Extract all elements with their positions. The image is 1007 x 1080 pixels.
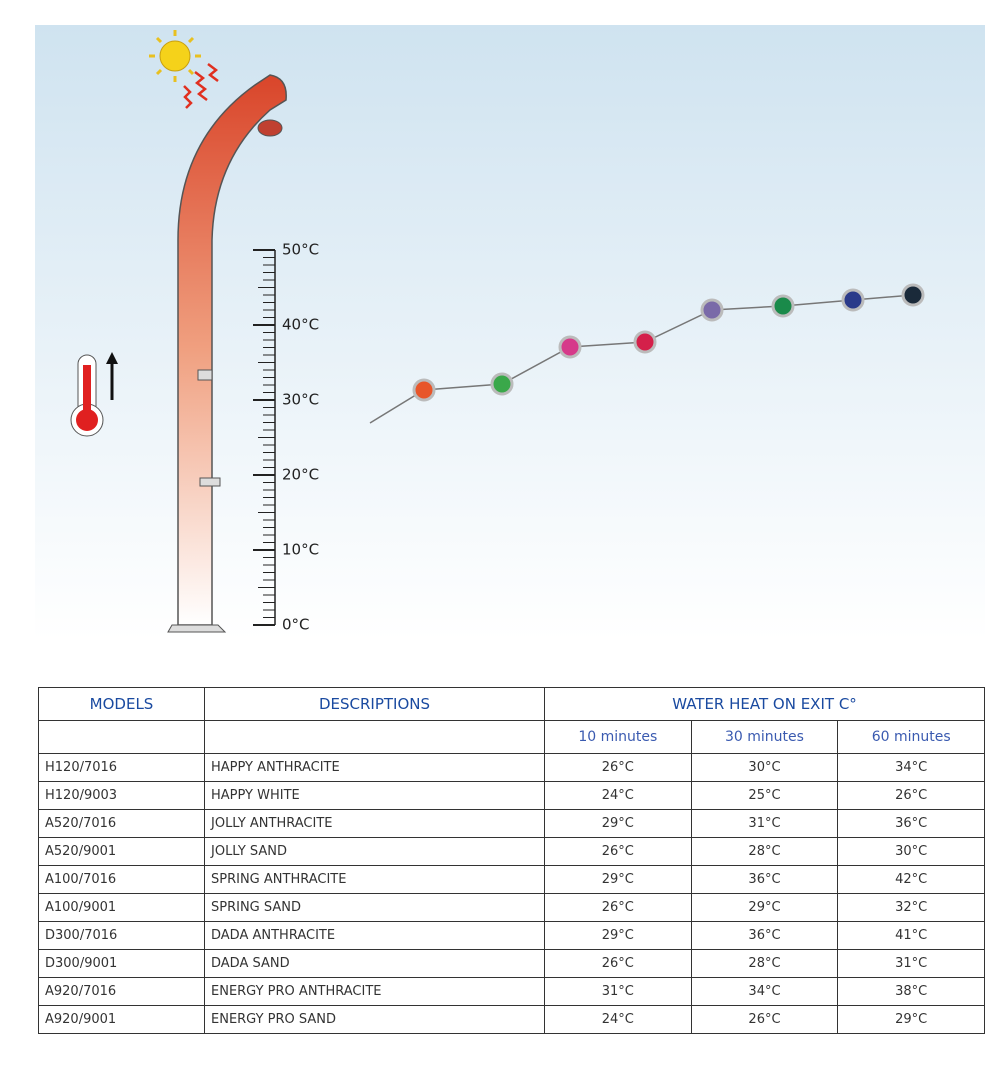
table-cell: 31°C — [544, 977, 692, 1006]
scale-label: 50°C — [282, 241, 319, 259]
table-cell: 29°C — [544, 865, 692, 894]
table-cell: 34°C — [837, 753, 985, 782]
table-cell: ENERGY PRO ANTHRACITE — [204, 977, 545, 1006]
table-cell: D300/7016 — [38, 921, 205, 950]
header-cell: MODELS — [38, 687, 205, 721]
table-cell: 29°C — [544, 809, 692, 838]
table-cell: 28°C — [690, 837, 839, 866]
table-cell: JOLLY SAND — [204, 837, 545, 866]
header-cell: DESCRIPTIONS — [204, 687, 545, 721]
thermometer-icon — [70, 352, 118, 437]
table-cell: 26°C — [837, 781, 985, 810]
table-cell: 26°C — [544, 753, 692, 782]
table-row: D300/9001 DADA SAND 26°C 28°C 31°C — [38, 949, 985, 978]
table-cell: 31°C — [837, 949, 985, 978]
table-cell: JOLLY ANTHRACITE — [204, 809, 545, 838]
pole-base — [167, 624, 227, 633]
table-row: D300/7016 DADA ANTHRACITE 29°C 36°C 41°C — [38, 921, 985, 950]
table-cell: 24°C — [544, 1005, 692, 1034]
table-cell: 30°C — [690, 753, 839, 782]
table-cell: 30°C — [837, 837, 985, 866]
table-row: A520/9001 JOLLY SAND 26°C 28°C 30°C — [38, 837, 985, 866]
table-row: H120/9003 HAPPY WHITE 24°C 25°C 26°C — [38, 781, 985, 810]
table-cell: 38°C — [837, 977, 985, 1006]
shower-head — [257, 119, 283, 137]
table-cell — [204, 720, 545, 754]
table-row: A520/7016 JOLLY ANTHRACITE 29°C 31°C 36°C — [38, 809, 985, 838]
table-cell: 30 minutes — [690, 720, 839, 754]
table-cell: SPRING ANTHRACITE — [204, 865, 545, 894]
table-cell: A920/7016 — [38, 977, 205, 1006]
scale-label: 0°C — [282, 616, 310, 634]
table-cell: 34°C — [690, 977, 839, 1006]
table-cell: 10 minutes — [544, 720, 692, 754]
table-cell: D300/9001 — [38, 949, 205, 978]
table-cell: 36°C — [837, 809, 985, 838]
table-cell: 25°C — [690, 781, 839, 810]
scale-label: 20°C — [282, 466, 319, 484]
table-row: A100/7016 SPRING ANTHRACITE 29°C 36°C 42°C — [38, 865, 985, 894]
scale-label: 30°C — [282, 391, 319, 409]
shower-pole — [177, 74, 287, 626]
table-cell: 26°C — [544, 837, 692, 866]
tap — [197, 369, 213, 381]
table-cell: DADA SAND — [204, 949, 545, 978]
table-cell: 60 minutes — [837, 720, 985, 754]
table-cell: HAPPY WHITE — [204, 781, 545, 810]
table-row: H120/7016 HAPPY ANTHRACITE 26°C 30°C 34°C — [38, 753, 985, 782]
table-cell: SPRING SAND — [204, 893, 545, 922]
table-row: A920/9001 ENERGY PRO SAND 24°C 26°C 29°C — [38, 1005, 985, 1034]
table-cell: A100/7016 — [38, 865, 205, 894]
table-cell: 26°C — [544, 893, 692, 922]
heat-table: MODELS DESCRIPTIONS WATER HEAT ON EXIT C… — [38, 687, 985, 1034]
table-cell: H120/9003 — [38, 781, 205, 810]
tap — [199, 477, 221, 487]
table-cell: 29°C — [544, 921, 692, 950]
table-cell: 42°C — [837, 865, 985, 894]
subheader-row: 10 minutes 30 minutes 60 minutes — [38, 720, 985, 754]
table-cell: ENERGY PRO SAND — [204, 1005, 545, 1034]
temperature-scale: 50°C 40°C 30°C 20°C 10°C 0°C — [253, 241, 319, 634]
table-cell: 31°C — [690, 809, 839, 838]
sun — [149, 30, 219, 109]
table-cell: HAPPY ANTHRACITE — [204, 753, 545, 782]
table-cell: 36°C — [690, 865, 839, 894]
table-cell: A520/7016 — [38, 809, 205, 838]
illustration: 50°C 40°C 30°C 20°C 10°C 0°C — [35, 25, 985, 640]
header-row: MODELS DESCRIPTIONS WATER HEAT ON EXIT C… — [38, 687, 985, 721]
table-cell: H120/7016 — [38, 753, 205, 782]
table-cell: 29°C — [837, 1005, 985, 1034]
heat-curve — [369, 283, 925, 424]
scale-label: 10°C — [282, 541, 319, 559]
table-cell: 28°C — [690, 949, 839, 978]
table-cell: 41°C — [837, 921, 985, 950]
table-cell — [38, 720, 205, 754]
scale-label: 40°C — [282, 316, 319, 334]
table-cell: 24°C — [544, 781, 692, 810]
table-cell: A100/9001 — [38, 893, 205, 922]
table-cell: A920/9001 — [38, 1005, 205, 1034]
header-cell: WATER HEAT ON EXIT C° — [544, 687, 985, 721]
table-cell: 26°C — [544, 949, 692, 978]
table-cell: DADA ANTHRACITE — [204, 921, 545, 950]
table-cell: 29°C — [690, 893, 839, 922]
table-row: A920/7016 ENERGY PRO ANTHRACITE 31°C 34°C 38… — [38, 977, 985, 1006]
table-cell: 36°C — [690, 921, 839, 950]
table-cell: A520/9001 — [38, 837, 205, 866]
table-cell: 26°C — [690, 1005, 839, 1034]
table-cell: 32°C — [837, 893, 985, 922]
table-row: A100/9001 SPRING SAND 26°C 29°C 32°C — [38, 893, 985, 922]
